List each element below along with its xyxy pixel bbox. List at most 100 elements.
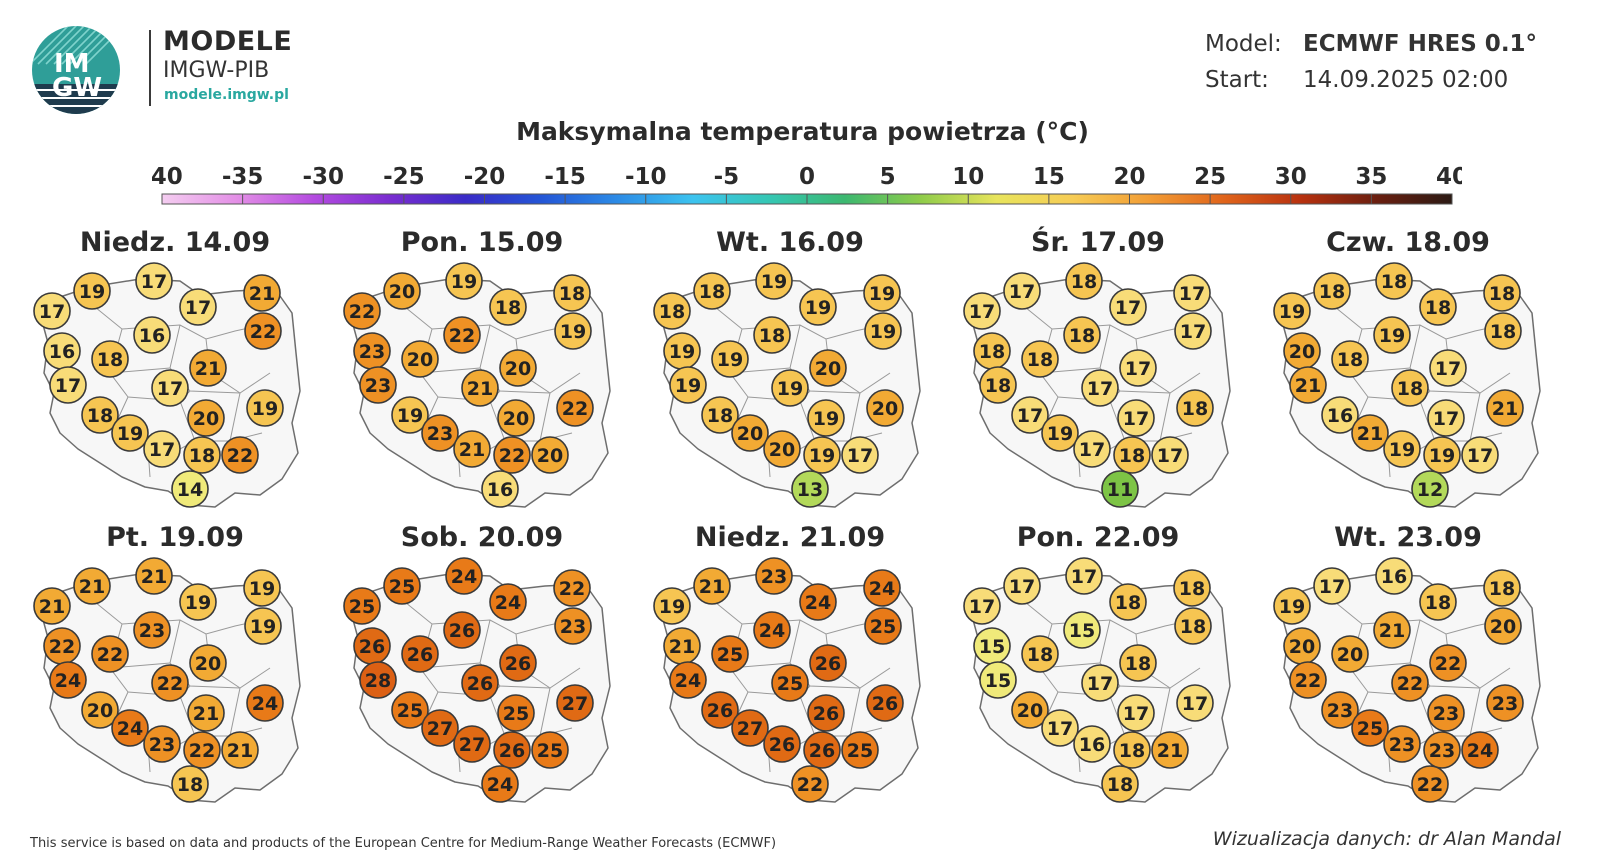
temperature-circle	[383, 567, 421, 605]
model-value: ECMWF HRES 0.1°	[1303, 31, 1538, 57]
temperature-marker: 16	[481, 470, 519, 508]
temperature-circle	[556, 684, 594, 722]
temperature-value: 22	[499, 445, 525, 467]
temperature-circle	[489, 288, 527, 326]
imgw-logo: IM GW	[32, 26, 120, 114]
temperature-circle	[1383, 430, 1421, 468]
temperature-value: 24	[451, 566, 477, 588]
temperature-marker: 19	[1041, 414, 1079, 452]
temperature-value: 22	[227, 445, 253, 467]
temperature-marker: 25	[343, 587, 381, 625]
temperature-marker: 19	[711, 340, 749, 378]
temperature-circle	[701, 691, 739, 729]
temperature-marker: 20	[1484, 607, 1522, 645]
temperature-marker: 20	[866, 389, 904, 427]
temperature-marker: 17	[841, 436, 879, 474]
temperature-circle	[1321, 396, 1359, 434]
brand-url: modele.imgw.pl	[164, 87, 289, 103]
temperature-marker: 21	[33, 587, 71, 625]
temperature-circle	[1351, 414, 1389, 452]
temperature-marker: 22	[493, 436, 531, 474]
temperature-circle	[1289, 366, 1327, 404]
temperature-circle	[1041, 414, 1079, 452]
temperature-marker: 16	[133, 316, 171, 354]
day-title: Niedz. 21.09	[695, 522, 885, 553]
temperature-circle	[531, 731, 569, 769]
temperature-value: 18	[1119, 445, 1145, 467]
temperature-circle	[1063, 316, 1101, 354]
temperature-circle	[791, 765, 829, 803]
temperature-value: 19	[560, 321, 586, 343]
temperature-circle	[693, 272, 731, 310]
temperature-marker: 18	[979, 366, 1017, 404]
temperature-circle	[693, 567, 731, 605]
temperature-circle	[755, 557, 793, 595]
temperature-marker: 22	[1289, 661, 1327, 699]
temperature-marker: 21	[135, 557, 173, 595]
temperature-value: 19	[675, 375, 701, 397]
temperature-circle	[1427, 694, 1465, 732]
scale-tick-label: 20	[1113, 164, 1145, 190]
temperature-value: 22	[1295, 670, 1321, 692]
temperature-circle	[1427, 399, 1465, 437]
temperature-circle	[1173, 274, 1211, 312]
temperature-value: 14	[177, 479, 203, 501]
temperature-value: 22	[157, 673, 183, 695]
temperature-value: 23	[149, 734, 175, 756]
temperature-circle	[493, 731, 531, 769]
temperature-circle	[1003, 567, 1041, 605]
temperature-marker: 19	[1373, 316, 1411, 354]
temperature-value: 18	[495, 297, 521, 319]
temperature-circle	[343, 292, 381, 330]
temperature-marker: 21	[1373, 611, 1411, 649]
temperature-value: 16	[1327, 405, 1353, 427]
temperature-value: 17	[1157, 445, 1183, 467]
temperature-marker: 25	[531, 731, 569, 769]
temperature-circle	[554, 312, 592, 350]
color-scale: -40 -35 -30 -25 -20 -15 -10 -5 0 5 10 15 20 25 30 35 40	[152, 164, 1462, 205]
temperature-value: 20	[505, 358, 531, 380]
temperature-marker: 20	[401, 340, 439, 378]
temperature-value: 17	[157, 378, 183, 400]
temperature-marker: 25	[771, 664, 809, 702]
temperature-marker: 18	[653, 292, 691, 330]
temperature-marker: 17	[1109, 288, 1147, 326]
temperature-value: 27	[427, 718, 453, 740]
temperature-value: 21	[467, 378, 493, 400]
temperature-value: 21	[141, 566, 167, 588]
temperature-value: 25	[777, 673, 803, 695]
temperature-value: 18	[707, 405, 733, 427]
temperature-marker: 19	[391, 396, 429, 434]
temperature-value: 19	[870, 321, 896, 343]
temperature-marker: 18	[1419, 288, 1457, 326]
temperature-circle	[1117, 694, 1155, 732]
temperature-value: 18	[87, 405, 113, 427]
temperature-circle	[1486, 684, 1524, 722]
temperature-marker: 24	[863, 569, 901, 607]
temperature-value: 19	[717, 349, 743, 371]
temperature-circle	[401, 340, 439, 378]
temperature-marker: 20	[81, 691, 119, 729]
temperature-marker: 22	[1411, 765, 1449, 803]
temperature-value: 24	[252, 693, 278, 715]
temperature-value: 25	[1357, 718, 1383, 740]
temperature-circle	[1375, 262, 1413, 300]
temperature-value: 22	[1435, 653, 1461, 675]
temperature-circle	[1119, 644, 1157, 682]
temperature-circle	[421, 709, 459, 747]
scale-tick-label: 15	[1033, 164, 1065, 190]
temperature-marker: 18	[1331, 340, 1369, 378]
temperature-value: 16	[139, 325, 165, 347]
temperature-circle	[1391, 369, 1429, 407]
temperature-value: 17	[1180, 321, 1206, 343]
temperature-marker: 19	[179, 583, 217, 621]
temperature-value: 23	[1433, 703, 1459, 725]
temperature-value: 19	[252, 398, 278, 420]
temperature-circle	[33, 587, 71, 625]
temperature-value: 24	[759, 620, 785, 642]
temperature-circle	[531, 436, 569, 474]
temperature-value: 22	[1417, 774, 1443, 796]
